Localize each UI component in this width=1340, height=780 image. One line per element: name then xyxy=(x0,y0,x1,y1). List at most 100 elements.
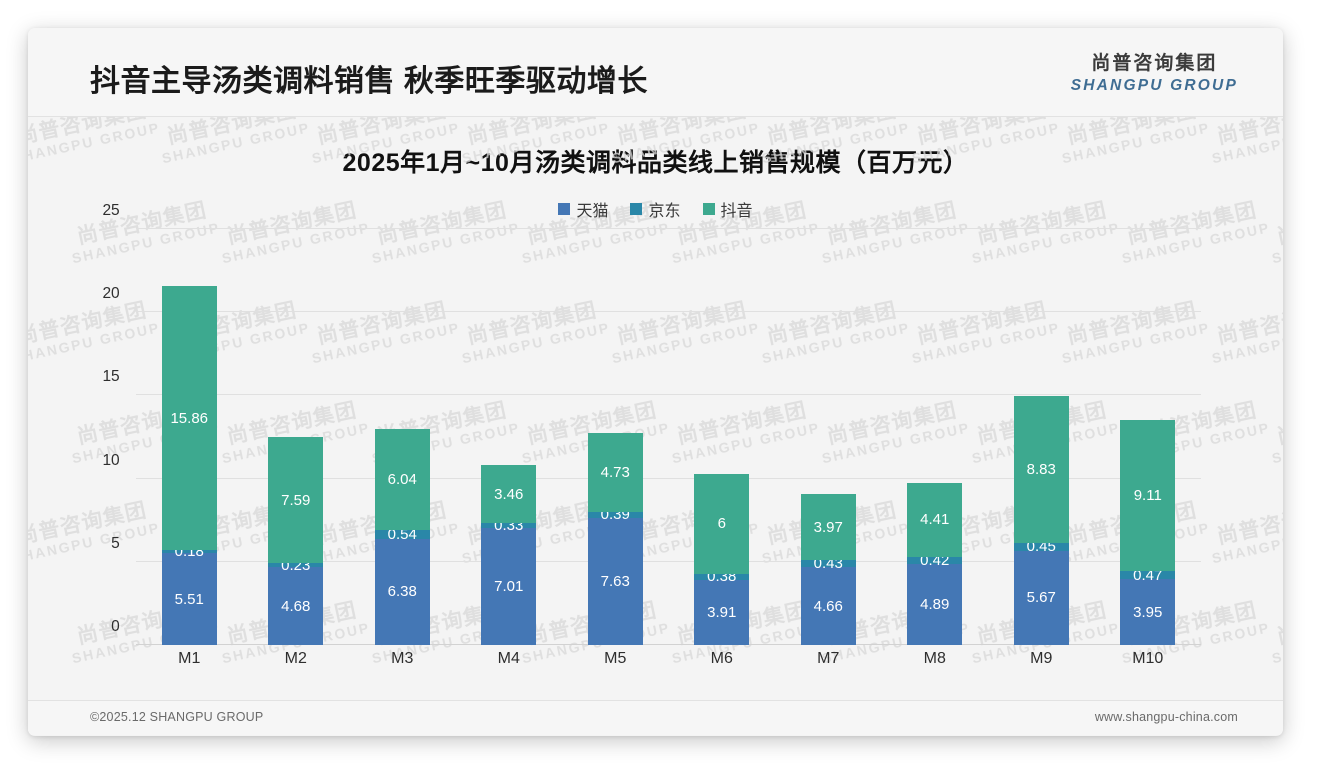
bar-segment-天猫[interactable]: 7.63 xyxy=(587,518,643,645)
bar-segment-天猫[interactable]: 4.68 xyxy=(268,567,324,645)
bar-segment-抖音[interactable]: 3.97 xyxy=(800,494,856,561)
bar-segment-天猫[interactable]: 6.38 xyxy=(374,538,430,645)
stacked-bar[interactable]: 4.66 0.43 3.97 xyxy=(800,494,856,645)
stacked-bar[interactable]: 5.51 0.18 15.86 xyxy=(161,286,217,645)
x-axis-tick-label: M7 xyxy=(817,650,840,667)
bar-segment-天猫[interactable]: 4.89 xyxy=(907,563,963,645)
x-axis-tick-label: M2 xyxy=(284,650,307,667)
bar-segment-京东[interactable]: 0.45 xyxy=(1013,539,1069,554)
legend-swatch-icon xyxy=(558,203,571,215)
gridline xyxy=(136,228,1201,229)
x-axis: M1 M2 M3 M4 M5 M6 M7 M8 M9 M10 xyxy=(136,650,1201,668)
bar-value-label: 6 xyxy=(717,515,726,533)
bar-value-label: 15.86 xyxy=(170,409,209,427)
bar-segment-京东[interactable]: 0.42 xyxy=(907,553,963,568)
bar-segment-天猫[interactable]: 7.01 xyxy=(481,528,537,645)
gridline xyxy=(136,311,1201,313)
x-axis-tick-label: M9 xyxy=(1030,650,1053,667)
stacked-bar[interactable]: 6.38 0.54 6.04 xyxy=(374,429,430,645)
legend-swatch-icon xyxy=(630,203,643,215)
legend-item-京东[interactable]: 京东 xyxy=(630,197,681,221)
bar-column[interactable]: 4.89 0.42 4.41 xyxy=(882,229,989,645)
legend-label: 天猫 xyxy=(576,203,609,220)
gridline xyxy=(136,560,1201,562)
bar-column[interactable]: 6.38 0.54 6.04 xyxy=(349,229,456,645)
stacked-bar[interactable]: 4.68 0.23 7.59 xyxy=(268,437,324,645)
bar-column[interactable]: 7.63 0.39 4.73 xyxy=(562,229,669,645)
bar-segment-抖音[interactable]: 6.04 xyxy=(374,429,430,530)
bar-segment-抖音[interactable]: 3.46 xyxy=(481,465,537,523)
bar-value-label: 4.41 xyxy=(920,511,950,529)
y-axis-tick-label: 20 xyxy=(102,285,120,303)
bar-value-label: 0.54 xyxy=(387,525,417,543)
bar-column[interactable]: 7.01 0.33 3.46 xyxy=(456,229,563,645)
bar-segment-抖音[interactable]: 6 xyxy=(694,473,750,574)
bar-segment-天猫[interactable]: 5.67 xyxy=(1013,550,1069,645)
bar-value-label: 0.45 xyxy=(1026,538,1056,556)
stacked-bar[interactable]: 7.01 0.33 3.46 xyxy=(481,465,537,645)
bar-segment-抖音[interactable]: 8.83 xyxy=(1013,396,1069,544)
chart-legend: 天猫 京东 抖音 xyxy=(28,197,1283,221)
y-axis-tick-label: 15 xyxy=(102,368,120,386)
bar-segment-京东[interactable]: 0.47 xyxy=(1120,568,1176,583)
bar-segment-抖音[interactable]: 9.11 xyxy=(1120,419,1176,572)
legend-swatch-icon xyxy=(702,203,715,215)
bar-segment-抖音[interactable]: 4.41 xyxy=(907,483,963,557)
bar-value-label: 4.68 xyxy=(281,597,311,615)
brand-logo: 尚普咨询集团 SHANGPU GROUP xyxy=(1071,54,1238,94)
bar-value-label: 4.66 xyxy=(813,597,843,615)
stacked-bar[interactable]: 7.63 0.39 4.73 xyxy=(587,432,643,645)
plot-area: 0 5 10 15 20 25 5.51 0.18 15.86 4.68 0.23 7.59 6.38… xyxy=(102,202,1202,645)
legend-item-天猫[interactable]: 天猫 xyxy=(558,197,608,221)
stacked-bar[interactable]: 3.91 0.38 6 xyxy=(694,473,750,645)
bar-segment-抖音[interactable]: 7.59 xyxy=(268,437,324,564)
page-title: 抖音主导汤类调料销售 秋季旺季驱动增长 xyxy=(90,65,648,98)
bar-value-label: 6.38 xyxy=(387,583,417,601)
bar-value-label: 4.89 xyxy=(920,595,950,613)
stacked-bar[interactable]: 3.95 0.47 9.11 xyxy=(1120,419,1176,645)
bar-column[interactable]: 5.51 0.18 15.86 xyxy=(136,229,243,645)
bar-segment-抖音[interactable]: 15.86 xyxy=(161,286,217,551)
logo-english-text: SHANGPU GROUP xyxy=(1070,77,1238,94)
bar-segment-京东[interactable]: 0.18 xyxy=(161,544,217,559)
bar-value-label: 5.51 xyxy=(174,590,204,608)
bar-column[interactable]: 4.66 0.43 3.97 xyxy=(775,229,882,645)
bar-column[interactable]: 3.95 0.47 9.11 xyxy=(1095,229,1202,645)
x-axis-tick-label: M5 xyxy=(604,650,627,667)
legend-label: 京东 xyxy=(648,203,681,220)
bar-value-label: 9.11 xyxy=(1133,487,1162,505)
y-axis-tick-label: 10 xyxy=(102,451,120,469)
bar-segment-天猫[interactable]: 3.95 xyxy=(1120,579,1176,645)
logo-chinese-text: 尚普咨询集团 xyxy=(1091,53,1218,74)
bar-segment-京东[interactable]: 0.33 xyxy=(481,518,537,533)
bar-segment-京东[interactable]: 0.43 xyxy=(800,556,856,571)
bar-value-label: 0.47 xyxy=(1133,566,1163,584)
legend-item-抖音[interactable]: 抖音 xyxy=(702,197,753,221)
bar-segment-京东[interactable]: 0.54 xyxy=(374,525,430,543)
slide-header: 抖音主导汤类调料销售 秋季旺季驱动增长 尚普咨询集团 SHANGPU GROUP xyxy=(28,28,1283,117)
stacked-bar[interactable]: 4.89 0.42 4.41 xyxy=(907,483,963,645)
bar-column[interactable]: 5.67 0.45 8.83 xyxy=(988,229,1095,645)
slide-card: 抖音主导汤类调料销售 秋季旺季驱动增长 尚普咨询集团 SHANGPU GROUP… xyxy=(28,28,1283,736)
bar-segment-京东[interactable]: 0.39 xyxy=(587,507,643,522)
bar-segment-京东[interactable]: 0.23 xyxy=(268,558,324,573)
legend-label: 抖音 xyxy=(720,203,753,220)
chart-area: 尚普咨询集团 SHANGPU GROUP 尚普咨询集团 SHANGPU GROUP 尚普… xyxy=(28,117,1283,700)
bar-segment-京东[interactable]: 0.38 xyxy=(694,569,750,584)
bar-value-label: 4.73 xyxy=(600,463,630,481)
x-axis-tick-label: M3 xyxy=(391,650,414,667)
bar-column[interactable]: 3.91 0.38 6 xyxy=(669,229,776,645)
bar-segment-天猫[interactable]: 3.91 xyxy=(694,579,750,645)
bar-segment-抖音[interactable]: 4.73 xyxy=(587,432,643,512)
gridline xyxy=(136,477,1201,479)
bar-segment-天猫[interactable]: 5.51 xyxy=(161,553,217,645)
bar-value-label: 7.63 xyxy=(600,573,630,591)
bar-value-label: 3.95 xyxy=(1133,603,1163,621)
bar-value-label: 8.83 xyxy=(1026,461,1056,479)
bar-segment-天猫[interactable]: 4.66 xyxy=(800,567,856,645)
bar-column[interactable]: 4.68 0.23 7.59 xyxy=(243,229,350,645)
x-axis-tick-label: M10 xyxy=(1132,650,1164,667)
stacked-bar[interactable]: 5.67 0.45 8.83 xyxy=(1013,396,1069,645)
